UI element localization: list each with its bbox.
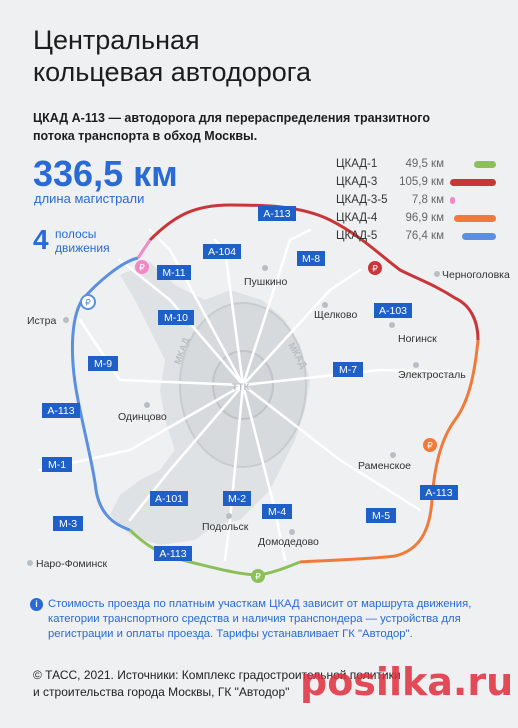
legend-length: 105,9 км: [399, 176, 444, 188]
legend-length: 76,4 км: [405, 230, 444, 242]
svg-text:₽: ₽: [139, 264, 145, 274]
route-label-m11: М-11: [162, 267, 185, 279]
legend-bar: [474, 161, 496, 168]
city-pushkino: Пушкино: [244, 276, 287, 288]
cities: [27, 265, 440, 566]
ckad-1-segment: [128, 528, 301, 577]
route-label-a103: А-103: [379, 305, 407, 317]
watermark: posilka.ru: [300, 660, 514, 704]
legend-name: ЦКАД-1: [336, 158, 378, 170]
legend-row-ckad5: ЦКАД-5 76,4 км: [336, 228, 496, 246]
lanes-label-line-1: полосы: [55, 227, 97, 241]
lanes-label-line-2: движения: [55, 241, 110, 255]
route-label-m7: М-7: [339, 364, 357, 376]
city-domodedovo: Домодедово: [258, 536, 319, 548]
footer-line-2: и строительства города Москвы, ГК "Автод…: [33, 685, 290, 699]
toll-icon-ckad1: ₽: [251, 569, 265, 583]
legend-bar: [450, 197, 455, 204]
legend-bar: [462, 233, 496, 240]
route-label-a113-south: А-113: [159, 548, 186, 560]
route-label-m10: М-10: [164, 312, 188, 324]
legend: ЦКАД-1 49,5 км ЦКАД-3 105,9 км ЦКАД-3-5 …: [336, 156, 496, 246]
legend-row-ckad3: ЦКАД-3 105,9 км: [336, 174, 496, 192]
route-label-a113-east: А-113: [425, 487, 452, 499]
title-line-1: Центральная: [33, 25, 200, 55]
highways: [38, 228, 462, 562]
info-icon: i: [30, 598, 43, 611]
city-noginsk: Ногинск: [398, 333, 437, 345]
toll-icon-glyph: ₽: [85, 299, 91, 309]
legend-row-ckad4: ЦКАД-4 96,9 км: [336, 210, 496, 228]
city-podolsk: Подольск: [202, 521, 249, 533]
route-label-m2: М-2: [228, 493, 246, 505]
toll-icon-ckad5: ₽: [80, 294, 96, 310]
ttk-label: ТТК: [232, 382, 250, 393]
svg-text:₽: ₽: [372, 265, 378, 275]
lanes-number: 4: [33, 224, 49, 255]
subtitle: ЦКАД А-113 — автодорога для перераспреде…: [33, 111, 430, 143]
footer-line-1: © ТАСС, 2021. Источники: Комплекс градос…: [33, 668, 401, 682]
ckad-3-segment: [148, 203, 480, 341]
legend-length: 7,8 км: [411, 194, 444, 206]
toll-icon-ckad35: ₽: [135, 260, 149, 274]
toll-icon-ckad4: ₽: [423, 438, 437, 452]
route-label-m3: М-3: [59, 518, 77, 530]
route-label-m1: М-1: [48, 459, 66, 471]
route-label-m5: М-5: [372, 510, 390, 522]
city-chernogolovka: Черноголовка: [442, 269, 510, 281]
length-value: 336,5 км: [33, 153, 178, 194]
legend-name: ЦКАД-3: [336, 176, 378, 188]
footer-credits: © ТАСС, 2021. Источники: Комплекс градос…: [33, 667, 453, 701]
legend-row-ckad3-5: ЦКАД-3-5 7,8 км: [336, 192, 496, 210]
legend-length: 96,9 км: [405, 212, 444, 224]
legend-name: ЦКАД-5: [336, 230, 378, 242]
svg-text:₽: ₽: [255, 573, 261, 583]
legend-row-ckad1: ЦКАД-1 49,5 км: [336, 156, 496, 174]
page-title: Центральная кольцевая автодорога: [33, 24, 453, 88]
route-labels: А-113 А-104 М-8 М-11 М-10 А-103 М-9 М-7 …: [42, 206, 458, 561]
route-label-a101: А-101: [155, 493, 183, 505]
toll-icons: ₽ ₽ ₽ ₽ ₽: [80, 260, 437, 583]
legend-bar: [454, 215, 496, 222]
length-label: длина магистрали: [34, 191, 145, 206]
legend-name: ЦКАД-4: [336, 212, 378, 224]
route-label-a113-west: А-113: [47, 405, 74, 417]
route-label-a104: А-104: [208, 246, 236, 258]
info-text: Стоимость проезда по платным участкам ЦК…: [48, 598, 472, 640]
city-odintsovo: Одинцово: [118, 411, 167, 423]
city-ramenskoye: Раменское: [358, 460, 411, 472]
legend-bar: [450, 179, 496, 186]
title-line-2: кольцевая автодорога: [33, 57, 312, 87]
route-label-m4: М-4: [268, 506, 286, 518]
route-label-a113-north: А-113: [263, 208, 290, 220]
toll-icon-ckad3: ₽: [368, 261, 382, 275]
ckad-3-5-segment: [136, 239, 152, 259]
legend-length: 49,5 км: [405, 158, 444, 170]
city-istra: Истра: [27, 315, 56, 327]
city-shchelkovo: Щелково: [314, 309, 357, 321]
lanes-label: полосы движения: [55, 227, 135, 255]
route-label-m8: М-8: [302, 253, 320, 265]
city-naro-fominsk: Наро-Фоминск: [36, 558, 108, 570]
svg-text:₽: ₽: [427, 442, 433, 452]
ckad-5-segment: [70, 256, 139, 532]
legend-name: ЦКАД-3-5: [336, 194, 388, 206]
route-label-m9: М-9: [94, 358, 112, 370]
city-elektrostal: Электросталь: [398, 369, 466, 381]
